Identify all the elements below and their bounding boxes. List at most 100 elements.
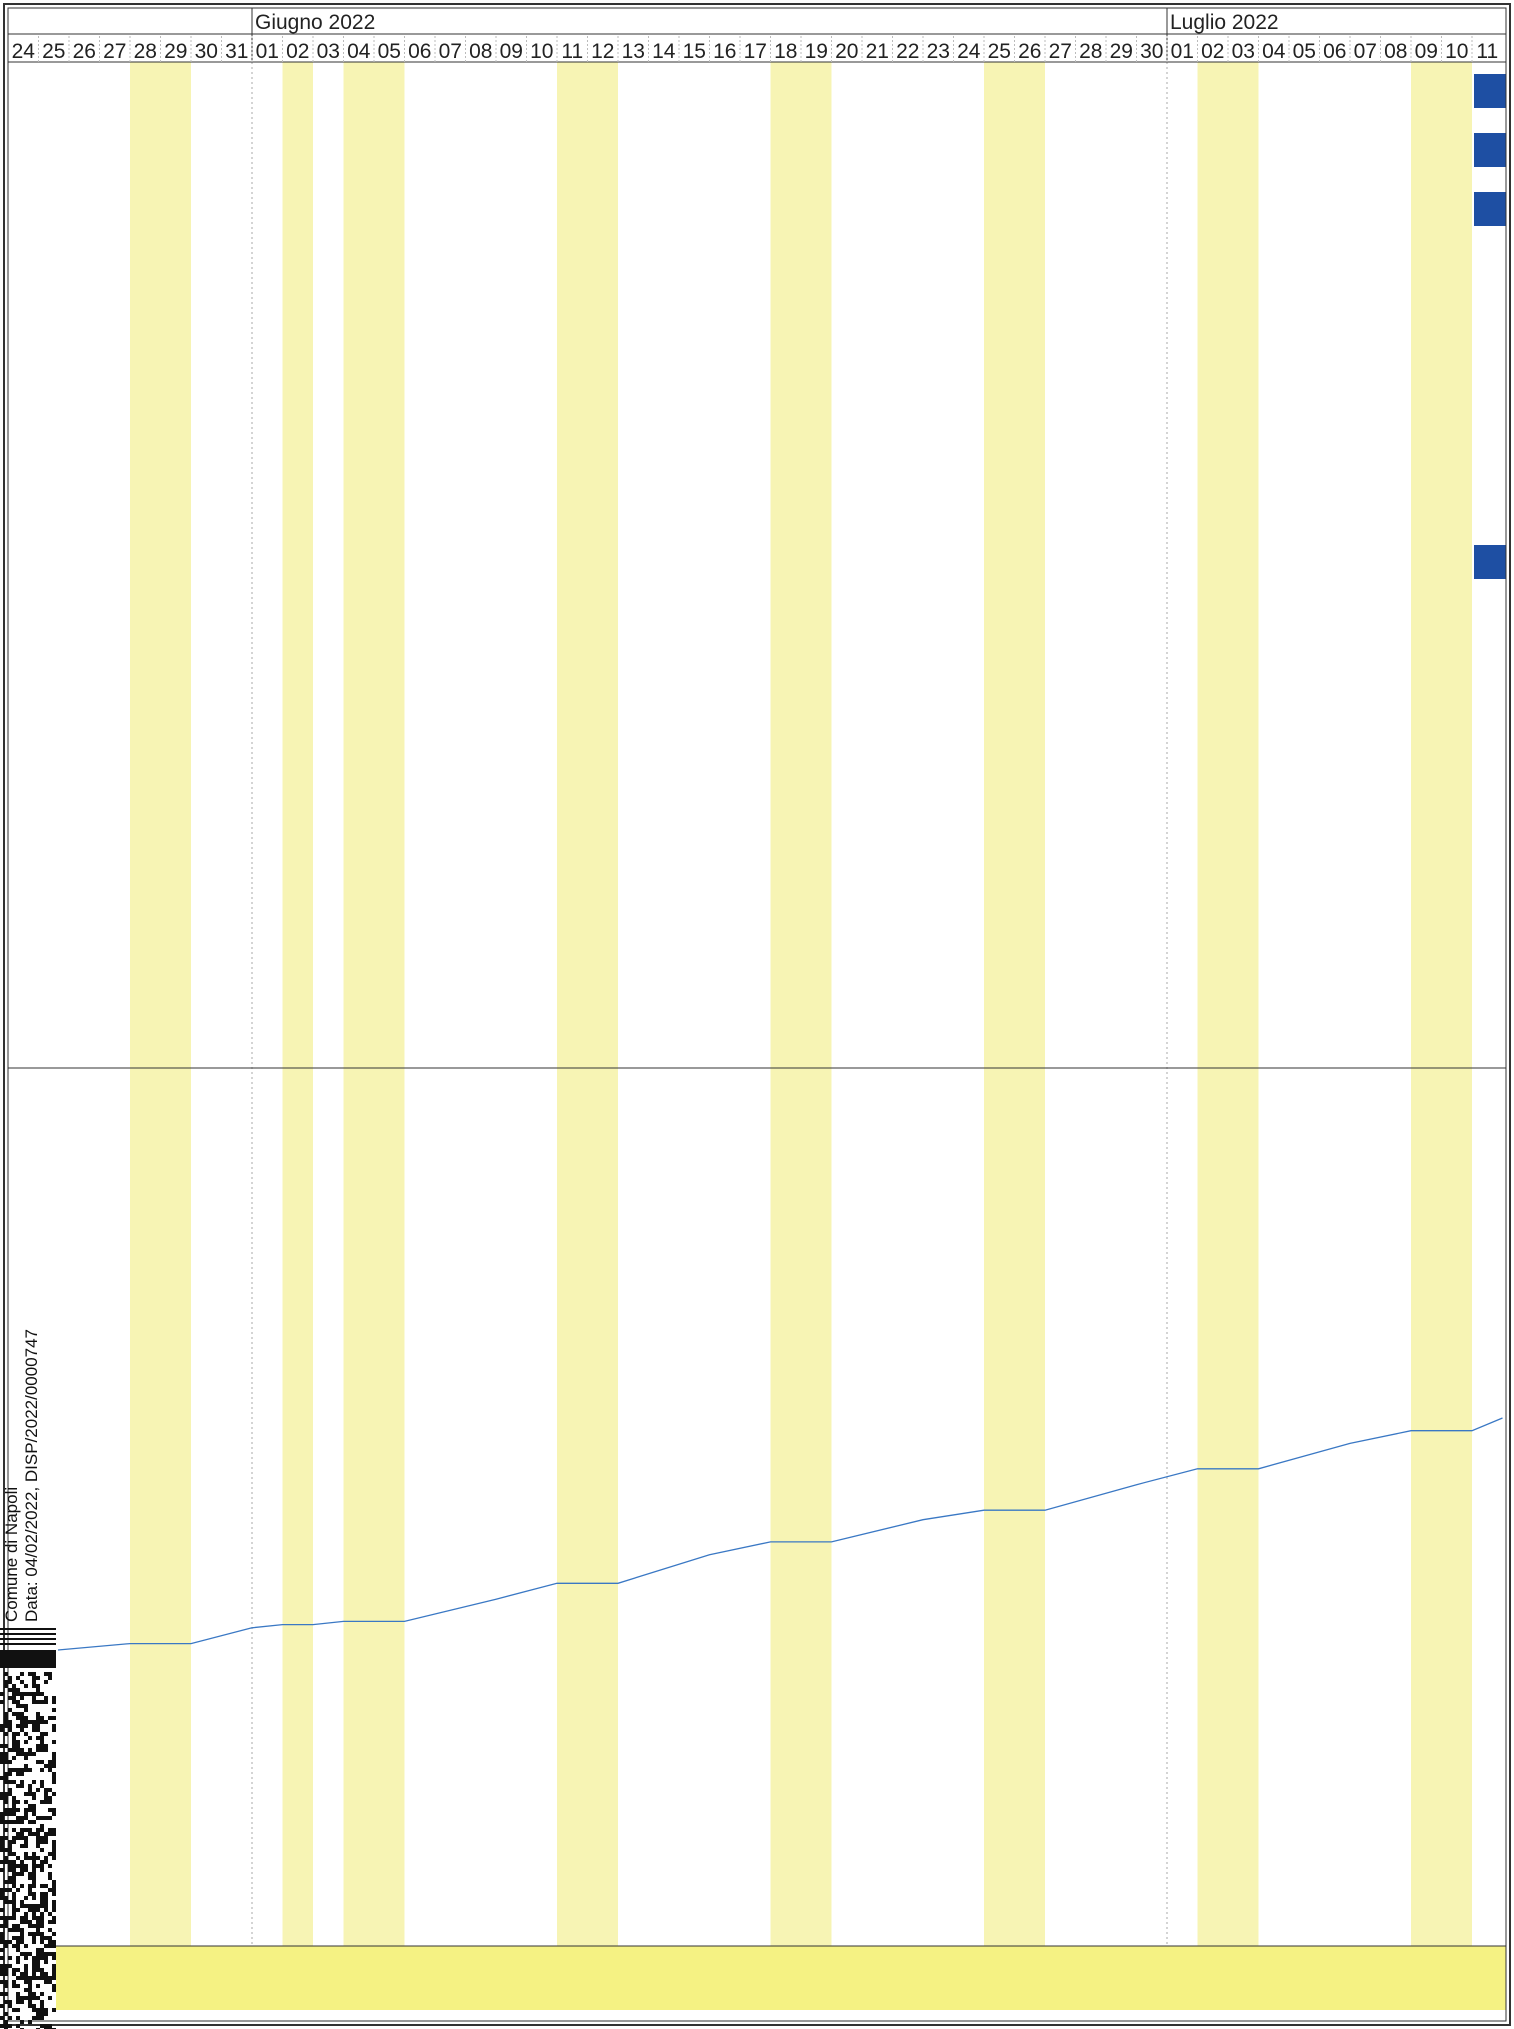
barcode-cell [40, 1816, 44, 1820]
barcode-cell [28, 1924, 32, 1928]
barcode-cell [20, 1680, 24, 1684]
barcode-cell [24, 1692, 28, 1696]
barcode-cell [8, 1760, 12, 1764]
chart-frame [3, 3, 1511, 2026]
barcode-cell [20, 1696, 24, 1700]
day-label: 22 [896, 40, 919, 63]
barcode-cell [20, 1976, 24, 1980]
barcode-cell [36, 1728, 40, 1732]
barcode-cell [52, 1940, 56, 1944]
barcode-cell [20, 1900, 24, 1904]
barcode-cell [12, 1840, 16, 1844]
barcode-cell [16, 1732, 20, 1736]
day-label: 15 [683, 40, 706, 63]
barcode-cell [40, 1744, 44, 1748]
barcode-cell [24, 1840, 28, 1844]
barcode-cell [24, 1896, 28, 1900]
day-label: 08 [1384, 40, 1407, 63]
barcode-cell [32, 1904, 36, 1908]
barcode-cell [44, 1832, 48, 1836]
barcode-cell [36, 1736, 40, 1740]
barcode-cell [32, 1860, 36, 1864]
barcode-cell [48, 1980, 52, 1984]
day-label: 17 [744, 40, 767, 63]
barcode-cell [40, 1936, 44, 1940]
barcode-cell [28, 1952, 32, 1956]
barcode-cell [28, 1992, 32, 1996]
barcode-cell [28, 1752, 32, 1756]
barcode-cell [8, 1844, 12, 1848]
weekend-highlights [130, 62, 1472, 1946]
barcode-cell [48, 1976, 52, 1980]
day-label: 27 [1049, 40, 1072, 63]
stamp-line-1: Comune di Napoli [2, 1486, 21, 1622]
barcode-cell [32, 1908, 36, 1912]
barcode-cell [36, 1816, 40, 1820]
barcode-cell [32, 1808, 36, 1812]
barcode-cell [16, 1976, 20, 1980]
barcode-cell [40, 1920, 44, 1924]
barcode-cell [28, 1980, 32, 1984]
barcode-cell [48, 1788, 52, 1792]
barcode-cell [52, 1756, 56, 1760]
barcode-cell [16, 2024, 20, 2028]
barcode-cell [0, 1892, 4, 1896]
barcode-cell [36, 1976, 40, 1980]
footer-band [56, 1946, 1506, 2010]
barcode-cell [12, 1692, 16, 1696]
barcode-cell [40, 1904, 44, 1908]
barcode-cell [32, 1696, 36, 1700]
barcode-cell [36, 1956, 40, 1960]
barcode-cell [32, 1976, 36, 1980]
barcode-cell [44, 1952, 48, 1956]
barcode-cell [28, 1804, 32, 1808]
barcode-cell [52, 1884, 56, 1888]
barcode-cell [52, 1752, 56, 1756]
barcode-cell [32, 1692, 36, 1696]
barcode-cell [40, 1948, 44, 1952]
barcode-cell [0, 1700, 4, 1704]
barcode-cell [4, 1744, 8, 1748]
barcode-cell [0, 1948, 4, 1952]
barcode-cell [40, 2012, 44, 2016]
barcode-cell [0, 1896, 4, 1900]
barcode-cell [12, 1812, 16, 1816]
barcode-cell [40, 1700, 44, 1704]
day-label: 03 [317, 40, 340, 63]
barcode-cell [52, 1888, 56, 1892]
barcode-cell [44, 1680, 48, 1684]
barcode-cell [4, 1732, 8, 1736]
barcode-cell [32, 1992, 36, 1996]
barcode-cell [4, 1900, 8, 1904]
barcode-cell [52, 1952, 56, 1956]
barcode-cell [44, 1884, 48, 1888]
barcode-cell [16, 1888, 20, 1892]
highlight-column [587, 62, 618, 1946]
barcode-cell [36, 1748, 40, 1752]
barcode-cell [4, 1820, 8, 1824]
barcode-cell [24, 1800, 28, 1804]
barcode-cell [24, 1944, 28, 1948]
barcode-cell [24, 1920, 28, 1924]
barcode-cell [44, 1936, 48, 1940]
barcode-cell [16, 1772, 20, 1776]
barcode-cell [48, 1996, 52, 2000]
barcode-cell [4, 1992, 8, 1996]
barcode-cell [48, 1872, 52, 1876]
barcode-cell [32, 1896, 36, 1900]
barcode-cell [16, 1712, 20, 1716]
barcode-cell [20, 1752, 24, 1756]
barcode-cell [44, 1956, 48, 1960]
barcode-cell [0, 1692, 4, 1696]
barcode-cell [4, 1980, 8, 1984]
barcode-cell [20, 1748, 24, 1752]
barcode-cell [28, 1828, 32, 1832]
barcode-cell [20, 1828, 24, 1832]
barcode-bar [0, 1633, 56, 1635]
barcode-cell [28, 1768, 32, 1772]
month-label: Luglio 2022 [1170, 11, 1279, 34]
barcode-cell [8, 1956, 12, 1960]
barcode-cell [48, 1800, 52, 1804]
barcode-cell [48, 1936, 52, 1940]
day-label: 14 [652, 40, 676, 63]
